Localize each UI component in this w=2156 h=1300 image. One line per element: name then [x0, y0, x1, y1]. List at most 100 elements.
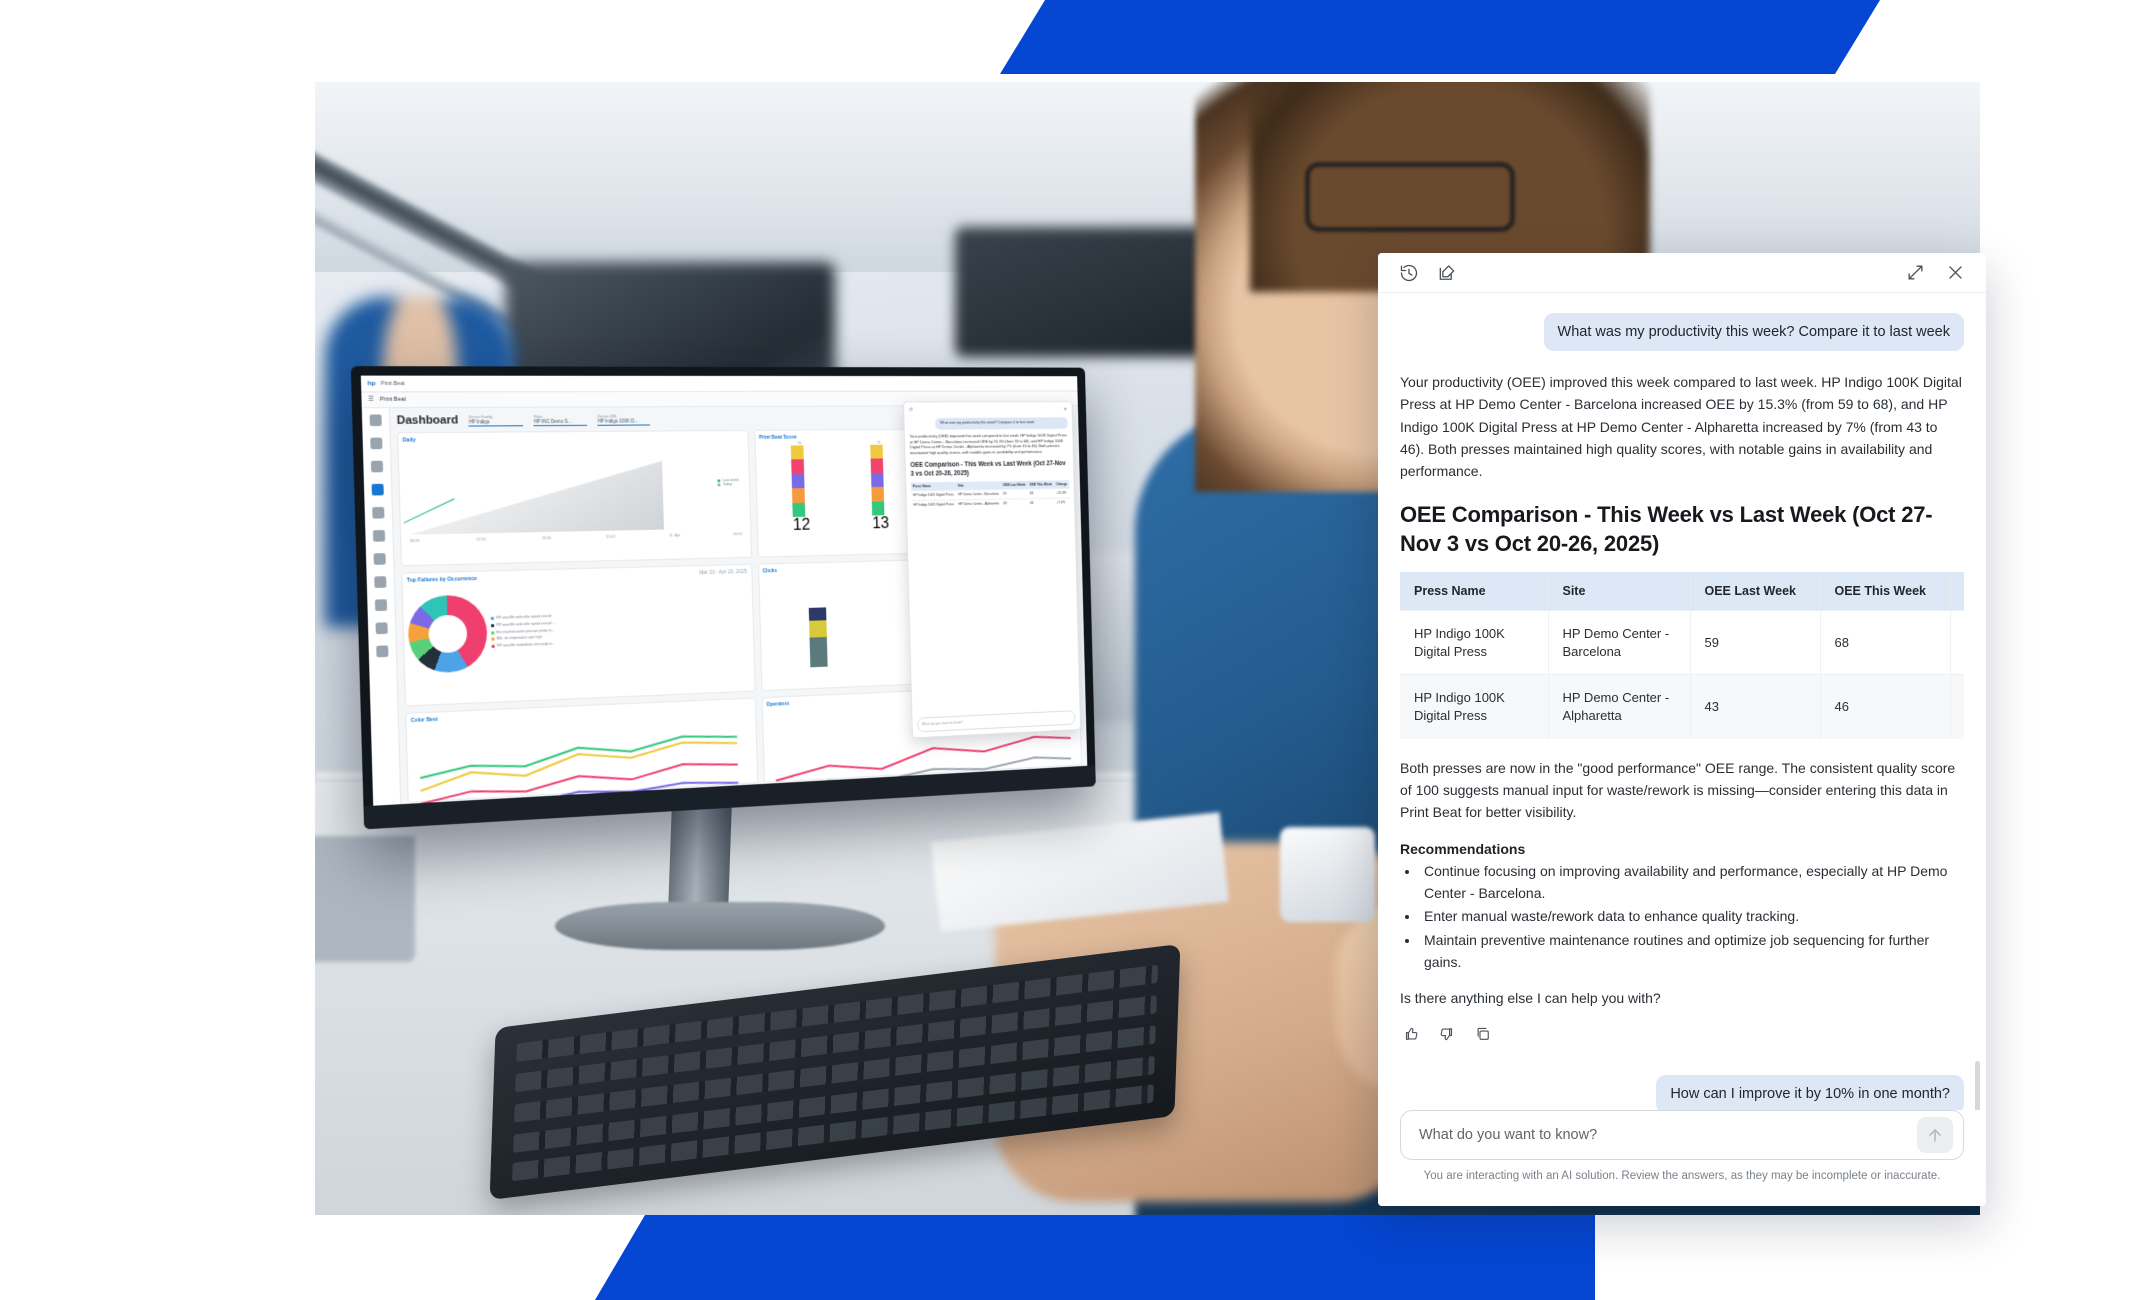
table-row: HP Indigo 100K Digital Press HP Demo Cen…	[1400, 610, 1964, 675]
column-header-change: Change	[1950, 572, 1964, 611]
assistant-followup: Is there anything else I can help you wi…	[1400, 990, 1661, 1007]
screen-card-operators-title: Operators	[766, 700, 790, 708]
chat-scrollbar[interactable]	[1975, 1061, 1980, 1110]
user-message-bubble: What was my productivity this week? Comp…	[1543, 313, 1964, 352]
screen-card-daily-title: Daily	[402, 437, 416, 444]
filter-sites-value: HP INC Demo S...	[533, 418, 572, 425]
cell-oee-last-week: 59	[1690, 610, 1821, 675]
copy-icon[interactable]	[1472, 1023, 1494, 1045]
hp-logo: hp	[367, 380, 376, 387]
score-bar: 76 12	[790, 441, 811, 534]
table-header-row: Press Name Site OEE Last Week OEE This W…	[1400, 572, 1964, 611]
recommendations-list: Continue focusing on improving availabil…	[1420, 861, 1964, 973]
clicks-bar	[808, 607, 828, 668]
filter-device-family-value: HP Indigo	[468, 419, 490, 425]
nav-icon-home	[369, 414, 382, 427]
assistant-closing-paragraph: Both presses are now in the "good perfor…	[1400, 759, 1956, 820]
screen-card-color-title: Color Best	[410, 716, 438, 725]
monitor-stand-base	[555, 902, 885, 950]
cell-site: HP Demo Center - Alpharetta	[1548, 674, 1691, 739]
screen-card-failures-date: Mar 23 - Apr 20, 2025	[699, 568, 748, 577]
screen-chat-table: Press Name Site OEE Last Week OEE This W…	[910, 479, 1070, 511]
screen-topbar: hp Print Beat	[360, 375, 1078, 393]
monitor-stand-neck	[668, 802, 732, 912]
score-bar: 75 13	[870, 440, 890, 533]
new-chat-icon[interactable]	[1434, 260, 1460, 286]
screen-chat-user-bubble: What was my productivity this week? Comp…	[935, 417, 1068, 430]
screen-card-score-title: Print Beat Score	[758, 434, 797, 441]
nav-icon-jobs	[373, 553, 386, 565]
oee-comparison-table: Press Name Site OEE Last Week OEE This W…	[1400, 572, 1964, 739]
column-header-press-name: Press Name	[1400, 572, 1549, 611]
nav-icon-alerts	[372, 506, 385, 519]
hamburger-icon: ☰	[367, 396, 374, 403]
chat-composer-area: You are interacting with an AI solution.…	[1378, 1110, 1986, 1206]
screen-app-name: Print Beat	[379, 396, 407, 403]
cell-oee-this-week: 68	[1820, 610, 1951, 675]
nav-icon-list	[374, 599, 388, 612]
nav-icon-trend	[375, 622, 388, 635]
chat-panel-header	[1378, 253, 1986, 293]
monitor: hp Print Beat ☰ Print Beat	[350, 366, 1096, 830]
send-button[interactable]	[1917, 1117, 1953, 1153]
screen-card-daily: Daily Last week Today 08:00	[397, 429, 752, 567]
filter-sites: Sites HP INC Demo S...	[533, 414, 588, 427]
thumbs-up-icon[interactable]	[1400, 1023, 1422, 1045]
recommendation-item: Enter manual waste/rework data to enhanc…	[1420, 906, 1964, 928]
screen-app-name-small: Print Beat	[380, 380, 405, 387]
screen-chat-close-icon: ✕	[1063, 406, 1068, 413]
message-input[interactable]	[1419, 1127, 1917, 1143]
failures-legend: PIP wear/life web roller speed error dr …	[490, 613, 555, 650]
screen-card-clicks-title: Clicks	[762, 568, 778, 575]
message-assistant: Your productivity (OEE) improved this we…	[1400, 371, 1964, 1045]
cell-site: HP Demo Center - Barcelona	[1548, 610, 1691, 675]
screen-card-top-failures: Top Failures by Occurrence Mar 23 - Apr …	[401, 563, 756, 707]
close-icon[interactable]	[1942, 260, 1968, 286]
monitor-screen: hp Print Beat ☰ Print Beat	[360, 375, 1088, 806]
daily-legend: Last week Today	[717, 478, 739, 486]
screen-card-failures-title: Top Failures by Occurrence	[406, 575, 477, 584]
cell-oee-last-week: 43	[1690, 674, 1821, 739]
blue-accent-shape-top	[1000, 0, 1880, 74]
cell-oee-this-week: 46	[1820, 674, 1951, 739]
column-header-oee-last-week: OEE Last Week	[1690, 572, 1821, 611]
screen-chat-heading: OEE Comparison - This Week vs Last Week …	[910, 460, 1066, 478]
ai-assistant-panel: What was my productivity this week? Comp…	[1378, 253, 1986, 1206]
cell-press-name: HP Indigo 100K Digital Press	[1400, 674, 1549, 739]
filter-device-family: Device Family HP Indigo	[468, 414, 524, 427]
screen-chat-answer: Your productivity (OEE) improved this we…	[909, 432, 1067, 456]
user-message-bubble: How can I improve it by 10% in one month…	[1656, 1075, 1964, 1110]
recommendation-item: Maintain preventive maintenance routines…	[1420, 930, 1964, 973]
nav-icon-reports	[370, 460, 384, 473]
nav-icon-user	[376, 645, 389, 658]
photo-mug	[1280, 827, 1375, 922]
column-header-oee-this-week: OEE This Week	[1820, 572, 1951, 611]
assistant-paragraph: Your productivity (OEE) improved this we…	[1400, 374, 1962, 479]
screen-chat-history-icon: ↺	[908, 407, 913, 414]
thumbs-down-icon[interactable]	[1436, 1023, 1458, 1045]
recommendations-title: Recommendations	[1400, 840, 1526, 857]
expand-icon[interactable]	[1902, 260, 1928, 286]
filter-device: Device (68) HP Indigo 100K D...	[597, 414, 651, 426]
column-header-site: Site	[1548, 572, 1691, 611]
ai-disclaimer: You are interacting with an AI solution.…	[1423, 1170, 1941, 1182]
blue-accent-shape-bottom	[595, 1215, 1595, 1300]
recommendation-item: Continue focusing on improving availabil…	[1420, 861, 1964, 904]
failures-donut-chart	[407, 594, 489, 674]
cell-change: +7.0%	[1950, 674, 1964, 739]
nav-icon-dashboard	[371, 483, 384, 496]
oee-table-wrapper[interactable]: Press Name Site OEE Last Week OEE This W…	[1400, 572, 1964, 739]
screen-page-title: Dashboard	[396, 414, 459, 427]
chat-message-list[interactable]: What was my productivity this week? Comp…	[1378, 293, 1986, 1110]
filter-device-value: HP Indigo 100K D...	[597, 418, 639, 424]
cell-change: +15.3%	[1950, 610, 1964, 675]
photo-person-glasses	[1305, 162, 1515, 232]
message-user: What was my productivity this week? Comp…	[1400, 313, 1964, 352]
screen-chat-composer: What do you want to know?	[917, 710, 1076, 733]
history-icon[interactable]	[1396, 260, 1422, 286]
feedback-actions	[1400, 1023, 1964, 1045]
nav-icon-calendar	[370, 437, 383, 450]
composer-box[interactable]	[1400, 1110, 1964, 1160]
table-row: HP Indigo 100K Digital Press HP Demo Cen…	[1400, 674, 1964, 739]
cell-press-name: HP Indigo 100K Digital Press	[1400, 610, 1549, 675]
